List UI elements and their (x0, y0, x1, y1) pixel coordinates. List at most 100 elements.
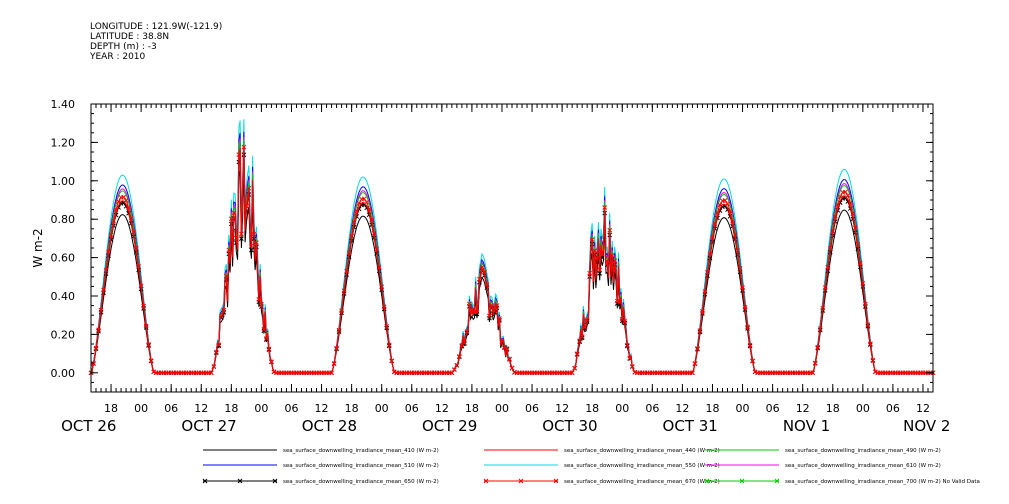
legend-label: sea_surface_downwelling_irradiance_mean_… (564, 463, 720, 469)
metadata-block: LONGITUDE : 121.9W(-121.9) LATITUDE : 38… (90, 22, 222, 62)
x-hour-label: 00 (375, 402, 389, 415)
series-line (90, 152, 933, 374)
legend-label: sea_surface_downwelling_irradiance_mean_… (283, 463, 439, 469)
year-text: YEAR : 2010 (90, 52, 146, 62)
legend-marker (272, 478, 278, 484)
legend-label: sea_surface_downwelling_irradiance_mean_… (785, 463, 941, 469)
legend-label: sea_surface_downwelling_irradiance_mean_… (785, 448, 941, 454)
x-hour-label: 18 (826, 402, 840, 415)
longitude-text: LONGITUDE : 121.9W(-121.9) (90, 22, 223, 32)
series-marker (462, 341, 467, 347)
series-marker (361, 196, 367, 202)
x-hour-label: 06 (284, 402, 298, 415)
series-line (90, 136, 933, 374)
legend-marker (483, 478, 489, 484)
x-hour-label: 06 (405, 402, 419, 415)
series-marker (371, 230, 377, 236)
x-hour-label: 18 (705, 402, 719, 415)
x-hour-label: 18 (585, 402, 599, 415)
series-marker (487, 315, 492, 321)
series-marker (504, 346, 510, 351)
series-marker (249, 247, 254, 253)
x-hour-label: 00 (134, 402, 148, 415)
series-line (90, 131, 933, 374)
x-hour-label: 06 (886, 402, 900, 415)
series-marker (246, 185, 252, 191)
series-marker (602, 205, 608, 210)
series-marker (732, 232, 738, 237)
series-marker (223, 273, 229, 279)
series-layer (88, 119, 936, 376)
series-marker (254, 240, 259, 246)
series-marker (479, 264, 485, 270)
legend: sea_surface_downwelling_irradiance_mean_… (202, 448, 980, 485)
y-tick-label: 0.80 (51, 213, 76, 226)
series-marker (239, 236, 244, 241)
x-hour-label: 00 (615, 402, 629, 415)
x-day-label: OCT 31 (663, 417, 718, 435)
x-day-label: OCT 28 (302, 417, 357, 435)
x-hour-label: 18 (465, 402, 479, 415)
series-marker (121, 194, 126, 200)
series-marker (609, 252, 615, 258)
y-tick-label: 0.60 (51, 252, 76, 265)
series-marker (830, 228, 836, 234)
x-hour-label: 18 (345, 402, 359, 415)
x-hour-label: 06 (525, 402, 539, 415)
legend-marker (202, 478, 208, 484)
series-marker (467, 301, 472, 307)
series-marker (842, 189, 848, 195)
x-day-label: NOV 1 (783, 417, 830, 435)
y-tick-label: 0.40 (51, 290, 76, 303)
legend-marker (704, 478, 710, 484)
series-marker (241, 144, 247, 150)
legend-label: sea_surface_downwelling_irradiance_mean_… (564, 479, 720, 485)
x-hour-label: 12 (675, 402, 689, 415)
legend-marker (774, 478, 780, 484)
x-hour-label: 12 (315, 402, 329, 415)
series-line (90, 139, 933, 374)
x-hour-label: 00 (495, 402, 509, 415)
depth-text: DEPTH (m) : -3 (90, 42, 157, 52)
legend-marker (739, 478, 745, 484)
series-marker (261, 328, 267, 334)
series-marker (722, 198, 728, 203)
series-marker (607, 227, 613, 233)
y-tick-label: 1.20 (51, 136, 76, 149)
x-hour-label: 00 (856, 402, 870, 415)
x-hour-label: 18 (224, 402, 238, 415)
series-marker (710, 235, 715, 240)
axis-layer: 0.00 0.20 0.40 0.60 0.80 1.00 1.20 1.40 18 00 06 12… (51, 98, 951, 435)
series-marker (589, 237, 595, 243)
y-axis-label: W m-2 (31, 228, 45, 267)
legend-label: sea_surface_downwelling_irradiance_mean_… (564, 448, 720, 454)
y-tick-label: 0.20 (51, 328, 76, 341)
series-marker (597, 271, 603, 276)
legend-marker (237, 478, 243, 484)
series-marker (231, 210, 237, 216)
x-day-label: OCT 27 (181, 417, 236, 435)
x-hour-label: 06 (164, 402, 178, 415)
series-marker (612, 258, 618, 264)
x-hour-label: 12 (555, 402, 569, 415)
y-tick-label: 1.40 (51, 98, 76, 111)
series-marker (852, 225, 858, 231)
x-day-label: OCT 30 (542, 417, 597, 435)
series-marker (349, 233, 354, 239)
legend-marker (518, 478, 524, 484)
x-day-label: NOV 2 (903, 417, 950, 435)
series-marker (592, 248, 598, 254)
latitude-text: LATITUDE : 38.8N (90, 32, 170, 42)
legend-label: sea_surface_downwelling_irradiance_mean_… (283, 448, 439, 454)
x-hour-label: 00 (736, 402, 750, 415)
x-hour-label: 12 (796, 402, 810, 415)
legend-label: sea_surface_downwelling_irradiance_mean_… (785, 479, 980, 485)
series-marker (228, 216, 234, 222)
y-tick-label: 1.00 (51, 175, 76, 188)
legend-marker (553, 478, 559, 484)
x-hour-label: 12 (435, 402, 449, 415)
x-hour-label: 00 (254, 402, 268, 415)
x-hour-label: 12 (194, 402, 208, 415)
x-hour-label: 18 (104, 402, 118, 415)
